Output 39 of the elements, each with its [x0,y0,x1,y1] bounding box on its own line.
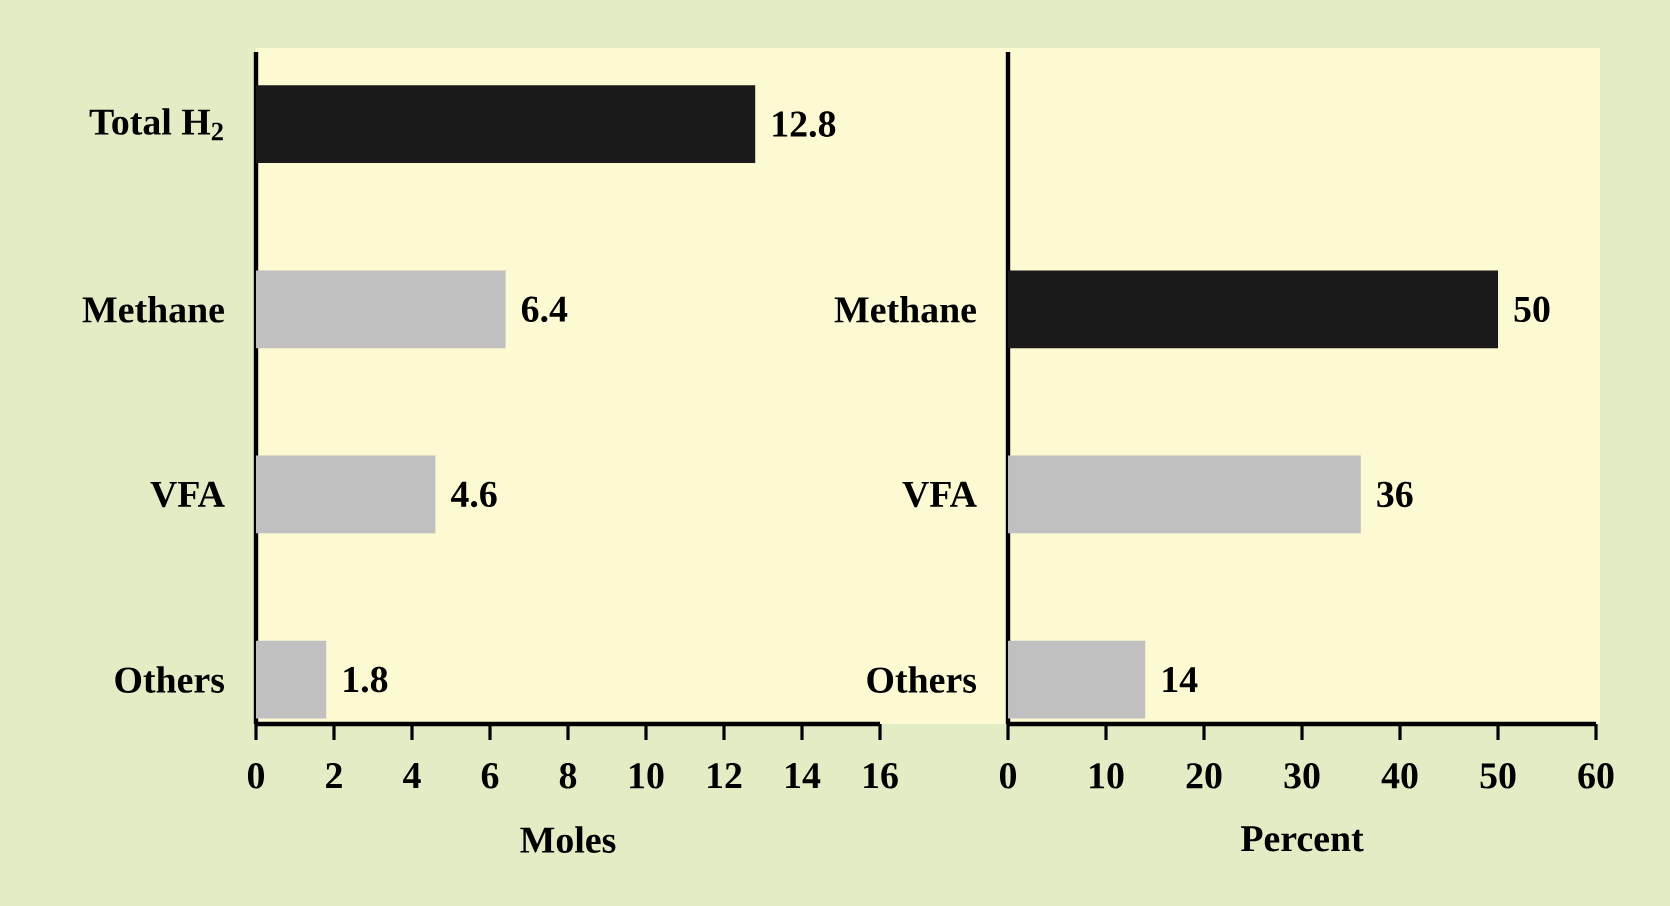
data-label: 6.4 [521,296,568,323]
bar [256,85,756,164]
x-tick-label: 14 [786,763,821,789]
x-tick-label: 4 [403,763,421,788]
x-tick-label: 40 [1381,763,1418,789]
x-tick-label: 20 [1186,763,1222,789]
bar [1008,455,1361,534]
x-tick-label: 8 [559,763,577,789]
x-tick-label: 10 [630,763,664,789]
x-tick-label: 0 [247,763,264,789]
bar [256,640,327,719]
x-tick-label: 50 [1480,763,1516,789]
data-label: 12.8 [773,111,836,138]
x-tick-label: 12 [708,763,742,789]
x-tick-label: 60 [1578,763,1614,789]
data-label: 14 [1163,667,1198,693]
bar [256,270,506,349]
y-tick-label: Total H$_{2}$ [89,108,223,141]
bar [1008,270,1499,349]
x-tick-label: 10 [1090,763,1124,789]
x-axis-title: Moles [520,826,616,853]
y-tick-label: Methane [834,296,976,323]
data-label: 1.8 [344,666,388,693]
x-tick-label: 16 [864,763,898,789]
data-label: 4.6 [450,481,497,508]
y-tick-label: VFA [902,481,977,508]
y-tick-label: VFA [150,481,225,508]
y-tick-label: Others [115,666,225,693]
x-tick-label: 6 [481,763,499,789]
x-tick-label: 0 [999,763,1017,789]
data-label: 50 [1514,296,1550,323]
x-axis-title: Percent [1241,826,1364,852]
y-tick-label: Methane [82,296,224,323]
bar [256,455,436,534]
bar [1008,640,1146,719]
x-tick-label: 2 [326,763,342,789]
x-tick-label: 30 [1284,763,1320,789]
data-label: 36 [1377,481,1413,508]
y-tick-label: Others [867,666,977,693]
